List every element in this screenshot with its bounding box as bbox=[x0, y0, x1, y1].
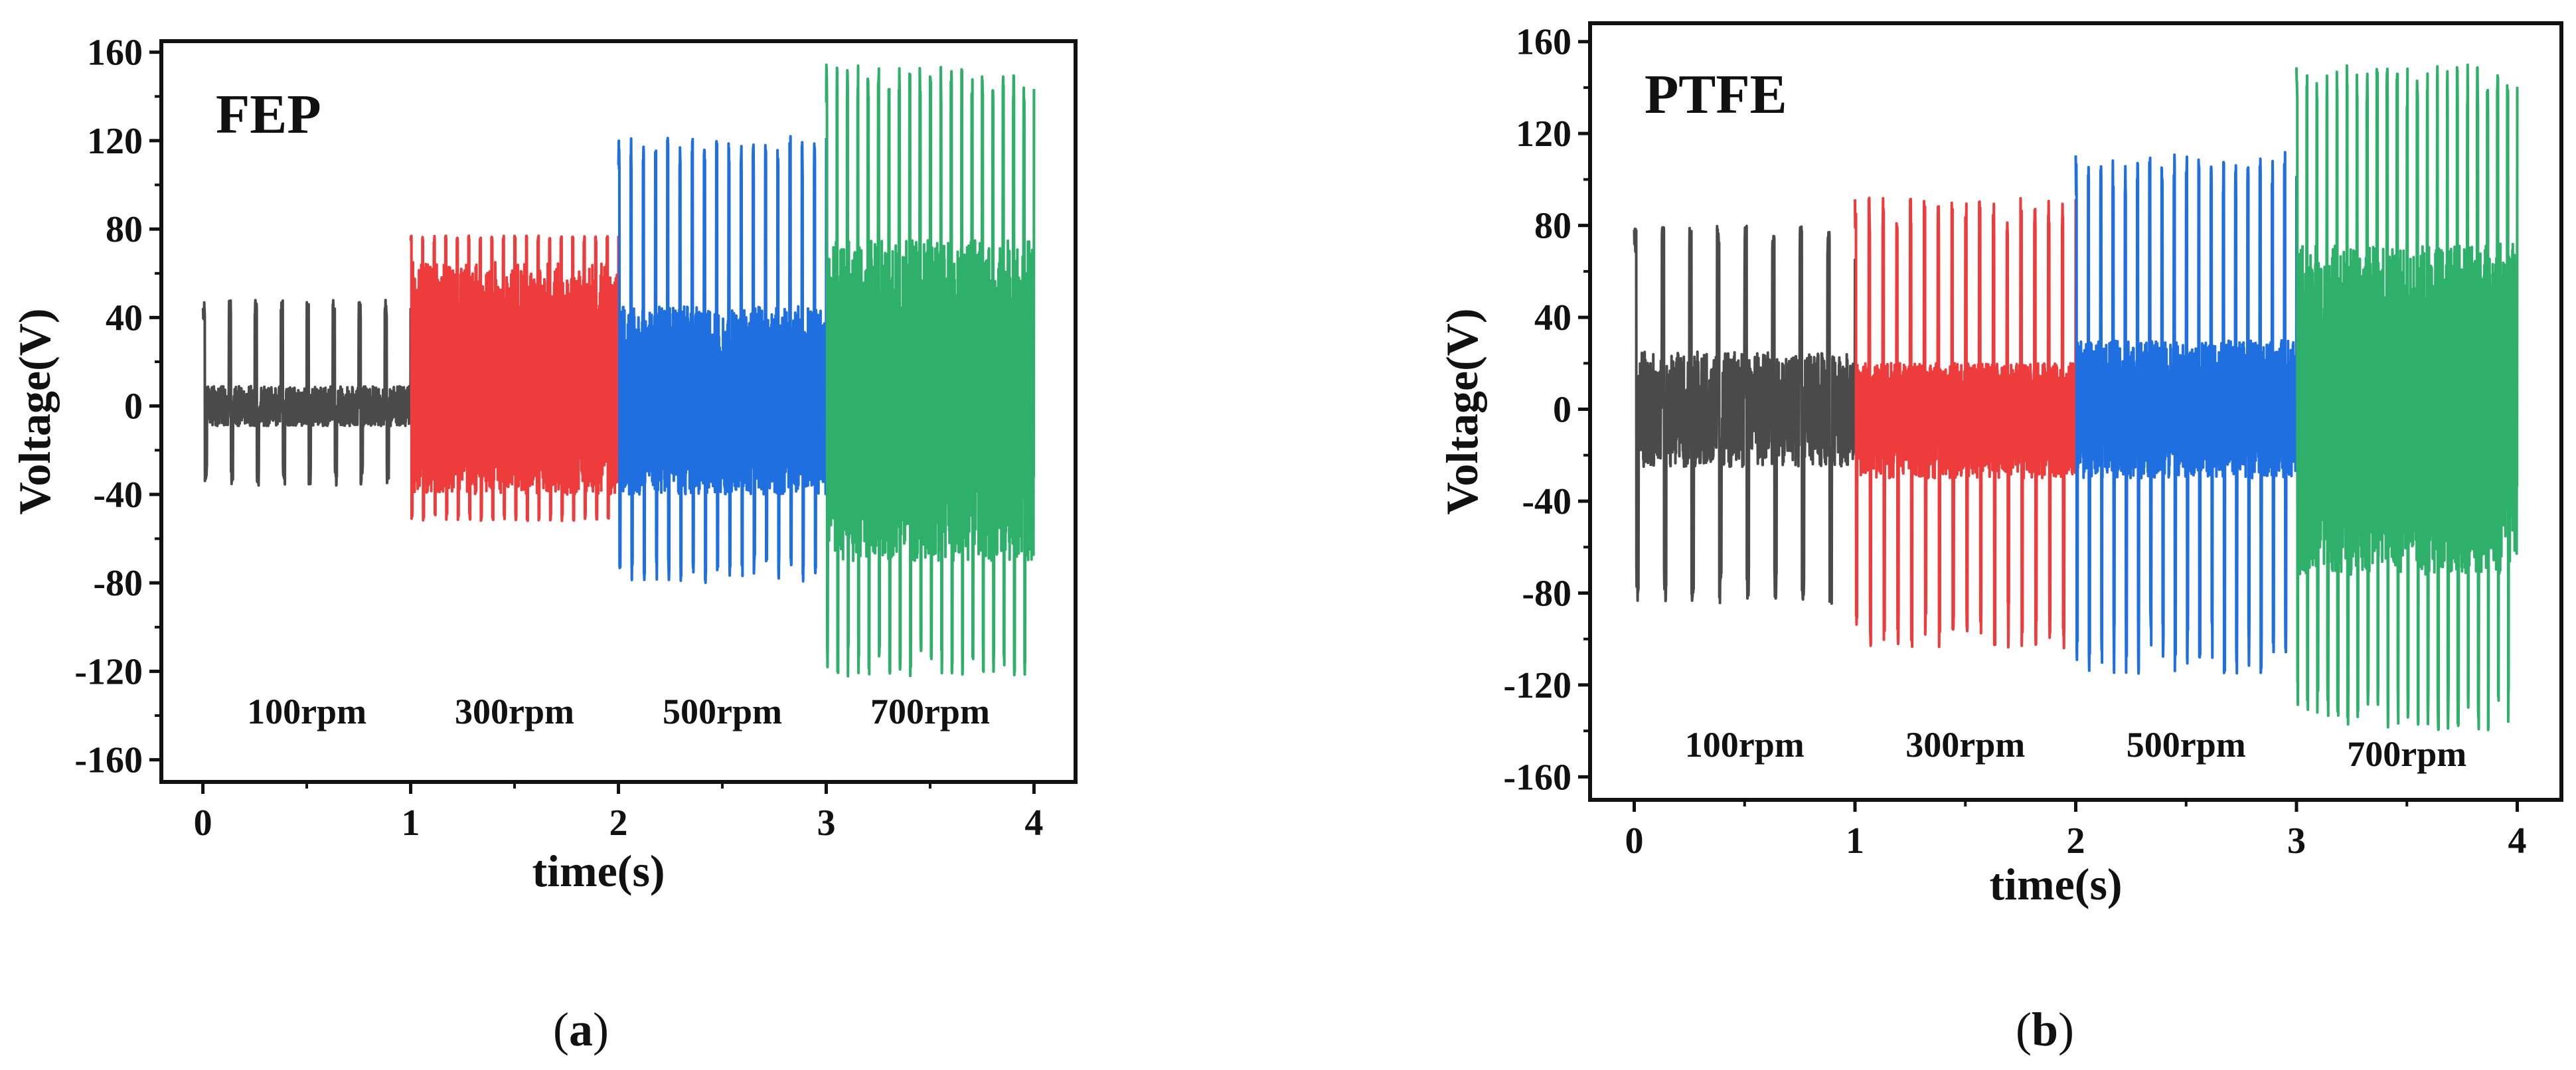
x-tick-label-1-b: 1 bbox=[1846, 820, 1864, 862]
x-tick-label-4-a: 4 bbox=[1024, 802, 1043, 844]
y-tick-label--80-a: -80 bbox=[93, 563, 143, 604]
x-tick-label-3-a: 3 bbox=[817, 802, 835, 844]
y-tick-label-40-a: 40 bbox=[106, 297, 143, 339]
series-100rpm-b bbox=[1633, 224, 1856, 605]
chart-panel-a: 160 120 80 40 0 -40 -80 -120 -160 0 1 2 3 4 FEP 100rpm 3… bbox=[9, 33, 1078, 896]
x-tick-label-0-b: 0 bbox=[1625, 820, 1644, 862]
x-axis-title-b: time(s) bbox=[1989, 859, 2122, 909]
y-axis-title-a: Voltage(V) bbox=[9, 309, 60, 515]
series-500rpm-b bbox=[2074, 151, 2298, 675]
panel-title-b: PTFE bbox=[1645, 64, 1787, 125]
series-300rpm-b bbox=[1854, 196, 2077, 650]
series-300rpm-a bbox=[409, 234, 620, 522]
y-tick-label-160-a: 160 bbox=[87, 33, 143, 74]
y-tick-label--120-a: -120 bbox=[74, 651, 143, 692]
x-tick-label-0-a: 0 bbox=[194, 802, 212, 844]
series-700rpm-b bbox=[2295, 63, 2519, 731]
speed-label-500rpm-a: 500rpm bbox=[663, 692, 782, 731]
speed-label-700rpm-b: 700rpm bbox=[2347, 734, 2466, 774]
y-tick-label-160-b: 160 bbox=[1516, 22, 1571, 63]
x-tick-label-3-b: 3 bbox=[2287, 820, 2306, 862]
y-tick-label-120-b: 120 bbox=[1516, 114, 1571, 155]
caption-b: (b) bbox=[2016, 1003, 2074, 1056]
speed-label-700rpm-a: 700rpm bbox=[870, 692, 990, 731]
y-tick-label-80-a: 80 bbox=[106, 209, 143, 250]
y-tick-label--80-b: -80 bbox=[1522, 573, 1571, 614]
x-tick-label-4-b: 4 bbox=[2508, 820, 2527, 862]
y-tick-label-80-b: 80 bbox=[1534, 206, 1571, 247]
y-tick-label-120-a: 120 bbox=[87, 121, 143, 162]
y-tick-label--160-b: -160 bbox=[1503, 757, 1571, 798]
x-axis-title-a: time(s) bbox=[532, 846, 665, 896]
y-tick-label--40-b: -40 bbox=[1522, 481, 1571, 522]
speed-label-300rpm-a: 300rpm bbox=[455, 692, 574, 731]
y-tick-label-40-b: 40 bbox=[1534, 297, 1571, 339]
chart-panel-b: 160 120 80 40 0 -40 -80 -120 -160 0 1 2 3 4 PTFE 100rpm… bbox=[1437, 21, 2563, 909]
series-100rpm-a bbox=[201, 299, 412, 487]
y-tick-label-0-a: 0 bbox=[124, 386, 143, 427]
caption-a: (a) bbox=[553, 1003, 609, 1056]
panel-title-a: FEP bbox=[216, 84, 321, 145]
x-tick-label-2-b: 2 bbox=[2067, 820, 2085, 862]
speed-label-500rpm-b: 500rpm bbox=[2127, 725, 2246, 765]
speed-label-100rpm-b: 100rpm bbox=[1685, 725, 1805, 765]
y-tick-label-0-b: 0 bbox=[1553, 390, 1571, 431]
y-axis-title-b: Voltage(V) bbox=[1437, 309, 1487, 515]
speed-label-100rpm-a: 100rpm bbox=[247, 692, 366, 731]
x-tick-label-1-a: 1 bbox=[402, 802, 420, 844]
y-tick-label--40-a: -40 bbox=[93, 475, 143, 516]
series-500rpm-a bbox=[617, 135, 828, 584]
speed-label-300rpm-b: 300rpm bbox=[1905, 725, 2025, 765]
y-tick-label--120-b: -120 bbox=[1503, 665, 1571, 706]
x-tick-label-2-a: 2 bbox=[609, 802, 628, 844]
y-tick-label--160-a: -160 bbox=[74, 740, 143, 781]
series-700rpm-a bbox=[825, 63, 1036, 678]
